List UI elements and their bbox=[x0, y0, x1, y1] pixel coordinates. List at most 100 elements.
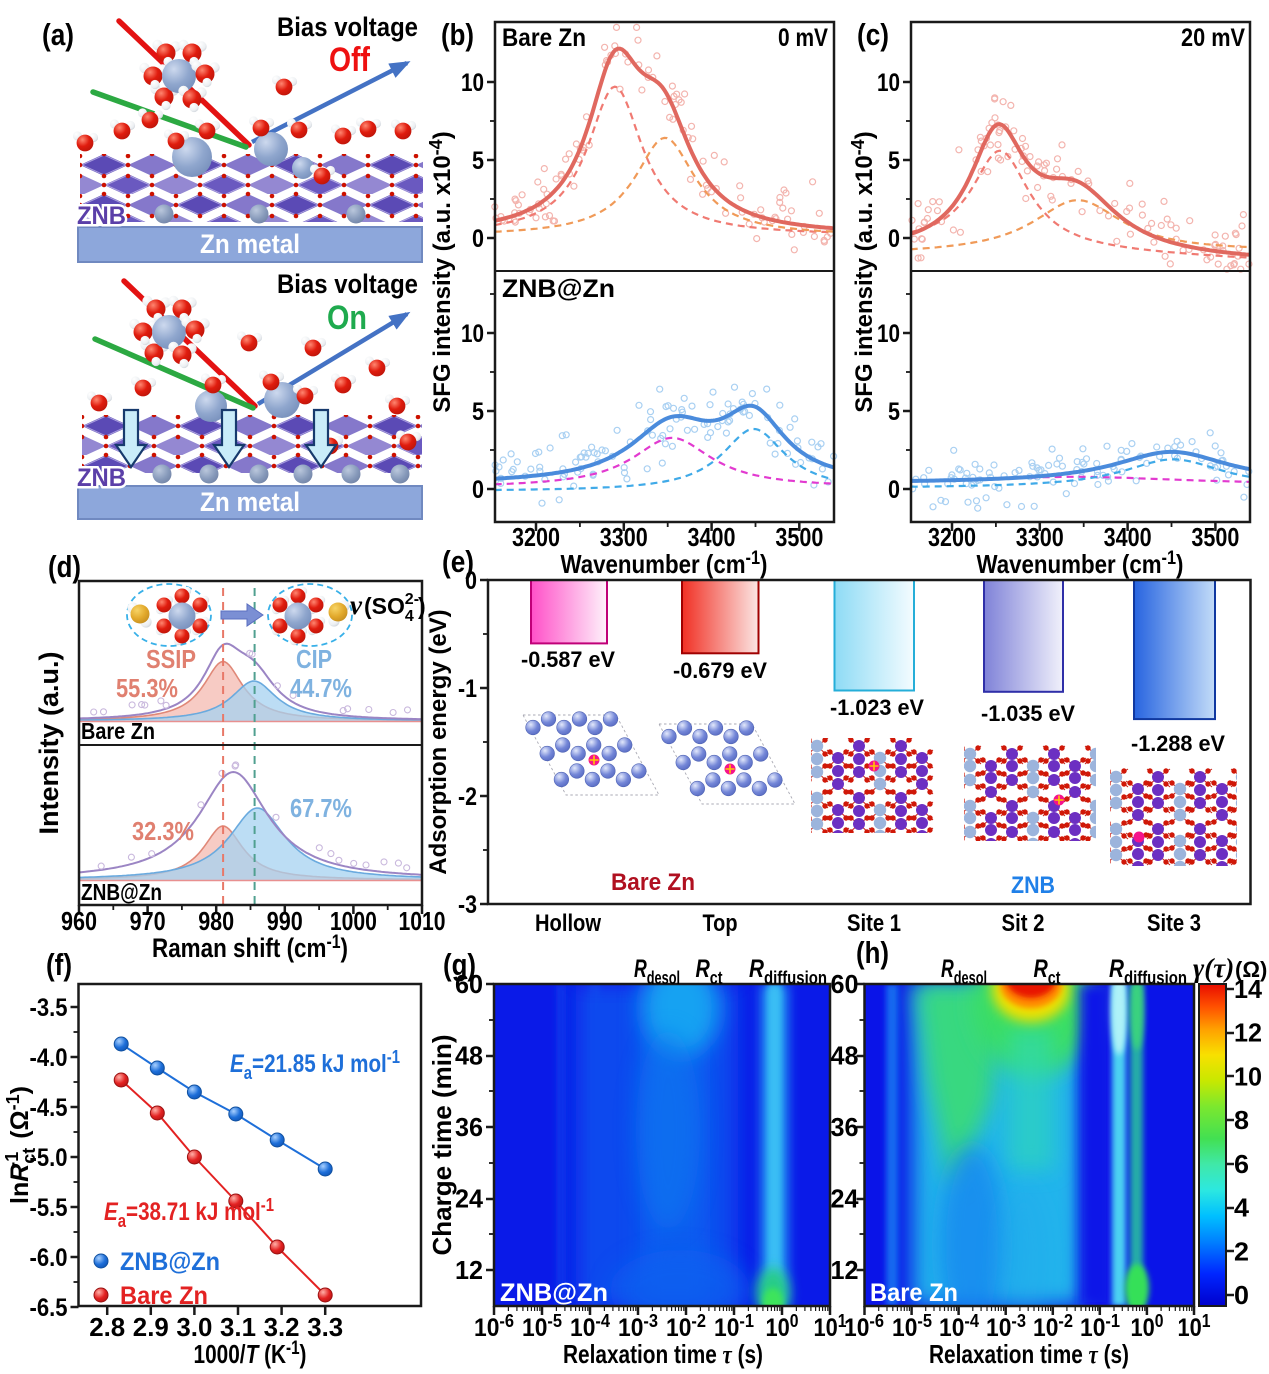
svg-text:12: 12 bbox=[831, 1255, 859, 1285]
svg-text:2.8: 2.8 bbox=[89, 1312, 125, 1342]
svg-text:(a): (a) bbox=[42, 17, 74, 52]
svg-text:-3.5: -3.5 bbox=[30, 994, 68, 1022]
svg-text:0: 0 bbox=[888, 225, 900, 253]
svg-text:Bias voltage: Bias voltage bbox=[277, 12, 418, 42]
svg-text:-0.587 eV: -0.587 eV bbox=[521, 647, 615, 672]
svg-text:Wavenumber (cm-1): Wavenumber (cm-1) bbox=[977, 548, 1184, 579]
svg-text:Bare Zn: Bare Zn bbox=[81, 718, 155, 744]
svg-text:-1.035 eV: -1.035 eV bbox=[981, 701, 1075, 726]
svg-text:Site 3: Site 3 bbox=[1147, 910, 1201, 937]
svg-text:Charge time (min): Charge time (min) bbox=[427, 1034, 457, 1255]
svg-text:0: 0 bbox=[1234, 1280, 1249, 1310]
svg-text:55.3%: 55.3% bbox=[116, 673, 178, 703]
svg-text:Top: Top bbox=[703, 910, 738, 937]
svg-text:-3: -3 bbox=[458, 891, 477, 919]
svg-text:γ(τ): γ(τ) bbox=[1193, 953, 1234, 983]
svg-text:Rct: Rct bbox=[696, 955, 723, 988]
svg-text:(e): (e) bbox=[442, 544, 474, 579]
svg-text:3200: 3200 bbox=[512, 522, 560, 552]
svg-text:Bare Zn: Bare Zn bbox=[611, 869, 695, 896]
svg-text:ZNB: ZNB bbox=[1011, 872, 1055, 899]
svg-text:20 mV: 20 mV bbox=[1181, 24, 1245, 52]
svg-text:-2: -2 bbox=[458, 783, 477, 811]
svg-text:10-2: 10-2 bbox=[666, 1311, 706, 1342]
svg-text:1000: 1000 bbox=[330, 906, 377, 936]
svg-text:-5.5: -5.5 bbox=[30, 1194, 68, 1222]
svg-text:ZNB: ZNB bbox=[77, 202, 126, 230]
svg-text:-6.0: -6.0 bbox=[30, 1244, 68, 1272]
svg-text:8: 8 bbox=[1234, 1105, 1249, 1135]
svg-text:3300: 3300 bbox=[1016, 522, 1064, 552]
svg-text:ZNB@Zn: ZNB@Zn bbox=[500, 1279, 608, 1307]
svg-text:Relaxation time τ (s): Relaxation time τ (s) bbox=[563, 1339, 763, 1369]
svg-text:3.0: 3.0 bbox=[176, 1312, 212, 1342]
svg-text:-1: -1 bbox=[458, 675, 477, 703]
svg-text:(Ω): (Ω) bbox=[1235, 957, 1267, 982]
svg-text:3500: 3500 bbox=[775, 522, 823, 552]
svg-text:Ea=38.71 kJ mol-1: Ea=38.71 kJ mol-1 bbox=[104, 1195, 274, 1231]
svg-text:0: 0 bbox=[465, 567, 477, 595]
svg-text:Off: Off bbox=[329, 41, 371, 79]
svg-text:(h): (h) bbox=[856, 935, 889, 970]
svg-text:10: 10 bbox=[461, 69, 484, 97]
svg-text:-4.5: -4.5 bbox=[30, 1094, 68, 1122]
svg-text:36: 36 bbox=[831, 1112, 859, 1142]
svg-text:32.3%: 32.3% bbox=[132, 816, 194, 846]
svg-text:(c): (c) bbox=[857, 17, 889, 52]
svg-text:Site 1: Site 1 bbox=[847, 910, 901, 937]
svg-text:3400: 3400 bbox=[1104, 522, 1152, 552]
svg-text:ZNB: ZNB bbox=[77, 464, 126, 492]
svg-text:(f): (f) bbox=[46, 947, 72, 982]
svg-text:(b): (b) bbox=[441, 17, 474, 52]
svg-text:48: 48 bbox=[831, 1041, 859, 1071]
svg-text:Sit 2: Sit 2 bbox=[1002, 910, 1045, 937]
svg-text:3300: 3300 bbox=[600, 522, 648, 552]
svg-text:4: 4 bbox=[1234, 1193, 1250, 1223]
svg-text:10: 10 bbox=[1234, 1061, 1262, 1091]
svg-text:2.9: 2.9 bbox=[133, 1312, 169, 1342]
svg-text:0: 0 bbox=[472, 225, 484, 253]
svg-text:ν: ν bbox=[350, 590, 363, 620]
svg-text:Hollow: Hollow bbox=[535, 910, 601, 937]
svg-text:CIP: CIP bbox=[296, 644, 332, 674]
svg-text:Wavenumber (cm-1): Wavenumber (cm-1) bbox=[561, 548, 768, 579]
svg-text:970: 970 bbox=[130, 906, 166, 936]
svg-text:Bias voltage: Bias voltage bbox=[277, 269, 418, 299]
svg-text:10: 10 bbox=[877, 320, 900, 348]
svg-text:-1.288 eV: -1.288 eV bbox=[1131, 731, 1225, 756]
svg-text:5: 5 bbox=[472, 147, 484, 175]
svg-text:1010: 1010 bbox=[399, 906, 446, 936]
svg-text:0: 0 bbox=[472, 476, 484, 504]
svg-text:SFG intensity (a.u. x10-4): SFG intensity (a.u. x10-4) bbox=[426, 131, 456, 412]
svg-text:2: 2 bbox=[1234, 1236, 1249, 1266]
svg-text:ZNB@Zn: ZNB@Zn bbox=[81, 879, 162, 905]
svg-text:Zn metal: Zn metal bbox=[200, 487, 300, 517]
svg-text:ZNB@Zn: ZNB@Zn bbox=[120, 1248, 220, 1276]
svg-text:24: 24 bbox=[455, 1184, 484, 1214]
svg-text:Zn metal: Zn metal bbox=[200, 229, 300, 259]
svg-text:6: 6 bbox=[1234, 1149, 1249, 1179]
svg-text:-1.023 eV: -1.023 eV bbox=[830, 695, 924, 720]
svg-text:3.2: 3.2 bbox=[264, 1312, 300, 1342]
svg-text:3.3: 3.3 bbox=[307, 1312, 343, 1342]
svg-text:24: 24 bbox=[831, 1184, 860, 1214]
svg-text:980: 980 bbox=[198, 906, 234, 936]
svg-text:48: 48 bbox=[455, 1041, 483, 1071]
svg-text:60: 60 bbox=[455, 969, 483, 999]
svg-text:Adsorption energy (eV): Adsorption energy (eV) bbox=[425, 609, 452, 874]
svg-text:5: 5 bbox=[888, 147, 900, 175]
svg-text:990: 990 bbox=[267, 906, 303, 936]
svg-text:Relaxation time τ (s): Relaxation time τ (s) bbox=[929, 1339, 1129, 1369]
svg-text:Raman shift (cm-1): Raman shift (cm-1) bbox=[152, 932, 348, 963]
svg-text:3.1: 3.1 bbox=[220, 1312, 256, 1342]
svg-text:-4.0: -4.0 bbox=[30, 1044, 68, 1072]
svg-text:-0.679 eV: -0.679 eV bbox=[673, 658, 767, 683]
svg-text:36: 36 bbox=[455, 1112, 483, 1142]
svg-text:0 mV: 0 mV bbox=[778, 24, 828, 52]
svg-text:12: 12 bbox=[1234, 1018, 1262, 1048]
svg-text:5: 5 bbox=[472, 398, 484, 426]
svg-text:-6.5: -6.5 bbox=[30, 1294, 68, 1322]
svg-text:On: On bbox=[327, 299, 367, 337]
svg-text:5: 5 bbox=[888, 398, 900, 426]
svg-text:Intensity (a.u.): Intensity (a.u.) bbox=[34, 651, 64, 834]
